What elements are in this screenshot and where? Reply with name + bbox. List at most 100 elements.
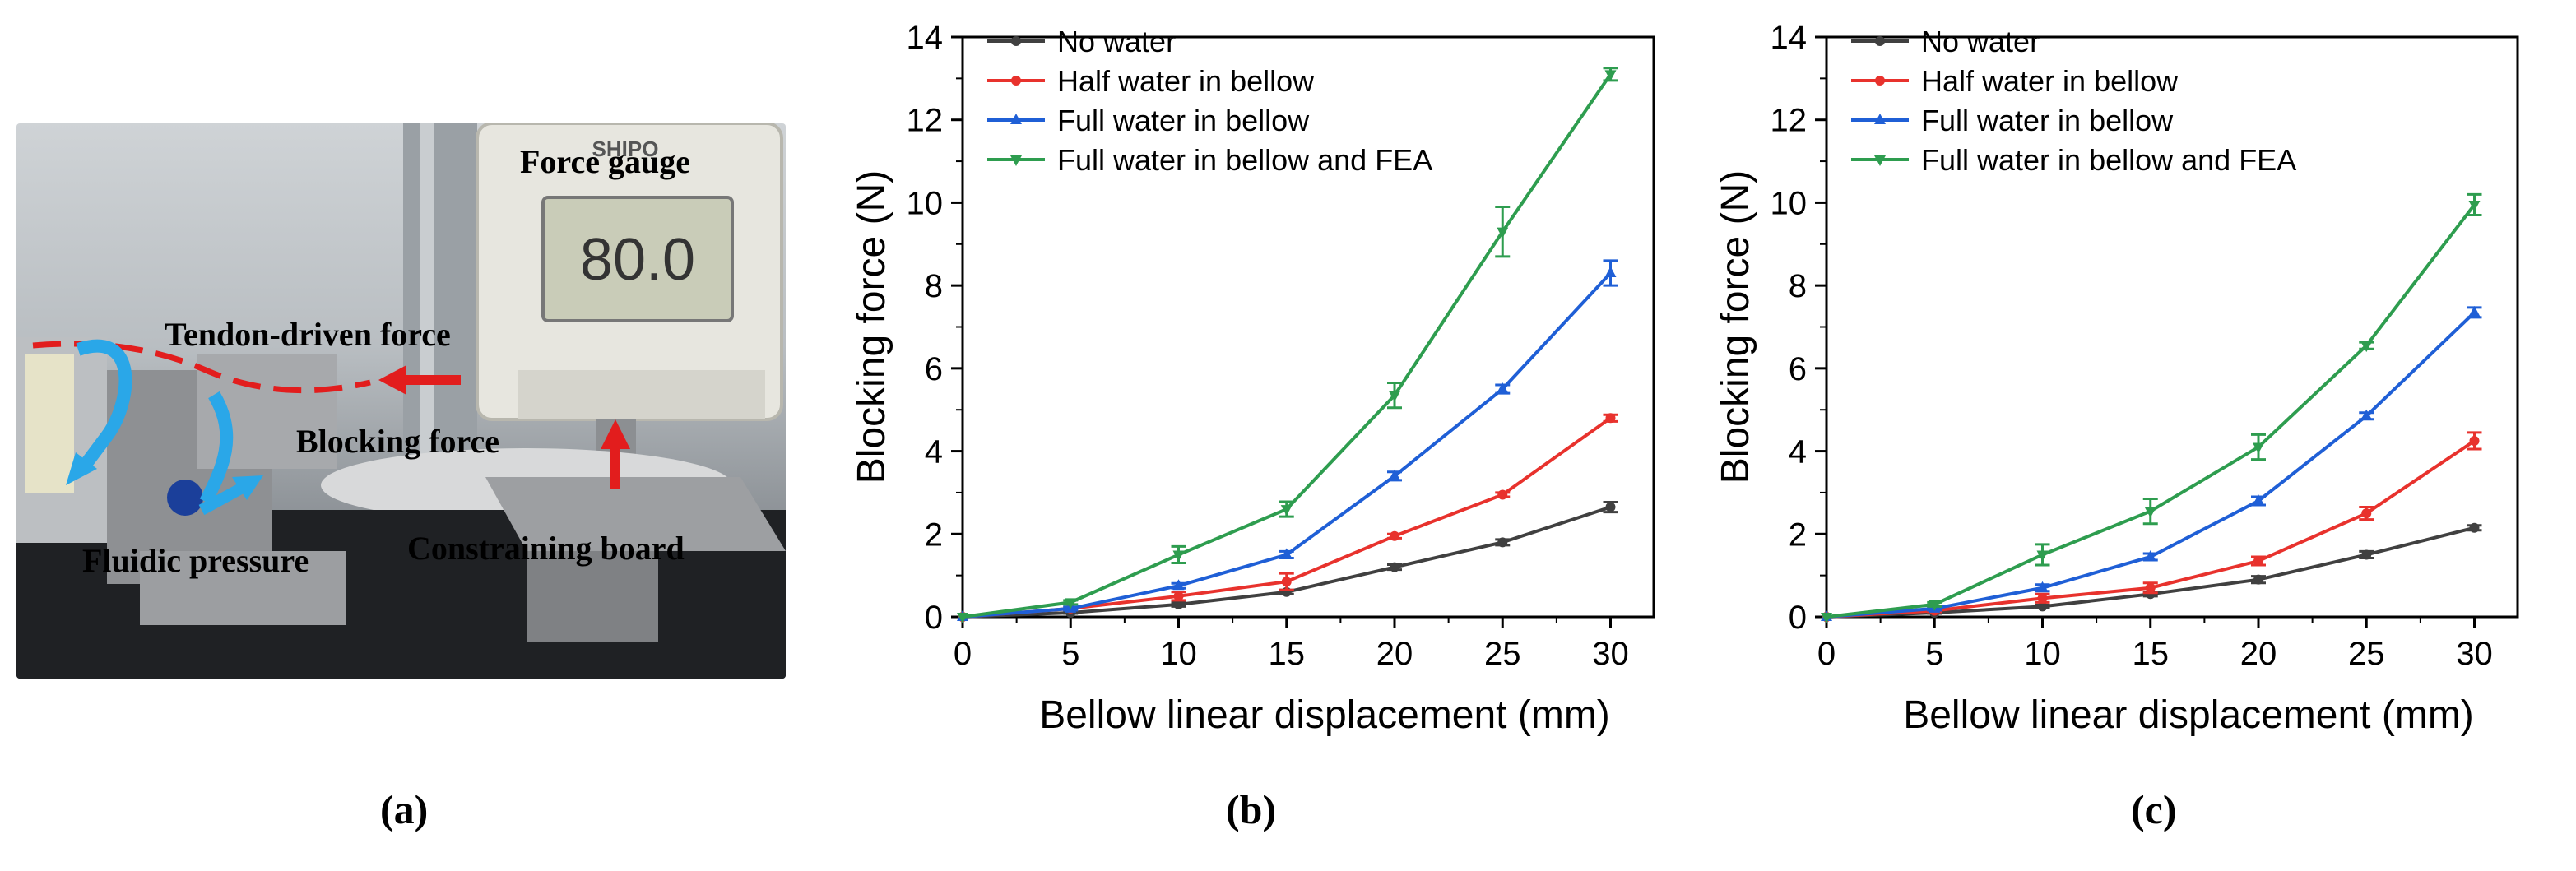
chart-c-legend-label: No water xyxy=(1921,25,2040,58)
chart-c-point xyxy=(2037,601,2048,612)
chart-b-y-tick-label: 12 xyxy=(907,103,944,139)
label-tendon-driven-force: Tendon-driven force xyxy=(165,316,451,353)
chart-b-x-axis-label: Bellow linear displacement (mm) xyxy=(1039,693,1610,737)
chart-c-y-tick-label: 14 xyxy=(1771,20,1808,56)
blocking-arrow-head xyxy=(601,419,630,449)
chart-b-x-tick-label: 15 xyxy=(1269,636,1306,672)
chart-c-legend-marker xyxy=(1875,36,1885,46)
ruler xyxy=(25,354,74,493)
chart-c-point xyxy=(2468,305,2481,317)
board-support xyxy=(527,551,658,642)
chart-c-series-line xyxy=(1826,311,2476,619)
fluid-arrow-right xyxy=(198,480,250,516)
chart-b-point xyxy=(1605,413,1616,424)
tendon-arrow-head xyxy=(378,365,406,395)
chart-c-point xyxy=(2469,435,2480,446)
chart-b-point xyxy=(1389,469,1400,480)
chart-c-point xyxy=(2144,507,2156,518)
chart-b-point xyxy=(957,613,968,623)
chart-c-point xyxy=(2361,508,2372,519)
chart-b-point xyxy=(1604,70,1617,81)
gauge-base xyxy=(518,370,765,419)
chart-b-x-tick-label: 0 xyxy=(954,636,972,672)
chart-c-y-tick-label: 2 xyxy=(1789,517,1807,553)
chart-c-legend-marker xyxy=(1874,155,1886,166)
chart-b-point xyxy=(1605,502,1616,512)
chart-c-point xyxy=(2360,409,2373,420)
chart-c-x-tick-label: 10 xyxy=(2024,636,2061,672)
chart-c-legend-marker xyxy=(1874,114,1886,124)
chart-b-point xyxy=(1065,598,1077,609)
chart-b-y-tick-label: 2 xyxy=(925,517,943,553)
chart-b-point xyxy=(1173,591,1184,601)
chart-c-series-3 xyxy=(1821,192,2482,623)
chart-c-point xyxy=(1929,600,1941,611)
label-constraining-board: Constraining board xyxy=(407,530,685,567)
chart-b-legend-label: Full water in bellow xyxy=(1057,104,1310,137)
caption-b: (b) xyxy=(1226,786,1277,832)
chart-c: 0 2 4 6 8 10 12 14 0 5 10 15 20 25 30 Bellow linear dis… xyxy=(1714,20,2519,737)
caption-c: (c) xyxy=(2131,786,2177,832)
chart-c-series-2 xyxy=(1821,305,2482,621)
fluid-arrow-right-head xyxy=(232,475,263,500)
chart-b-point xyxy=(1280,505,1293,517)
chart-b-point xyxy=(1390,530,1399,541)
chart-b-series-3 xyxy=(957,67,1618,623)
chart-b-legend-marker xyxy=(1010,114,1022,124)
experiment-photo: SHIPO 80.0 Force gauge Tendo xyxy=(16,123,786,679)
bellow-base xyxy=(140,551,346,625)
chart-c-series-1 xyxy=(1822,431,2482,622)
chart-c-x-tick-label: 25 xyxy=(2348,636,2385,672)
chart-b-point xyxy=(1497,227,1509,239)
chart-b-point xyxy=(1497,382,1509,394)
chart-b-y-tick-label: 10 xyxy=(907,185,944,221)
chart-b-y-tick-label: 14 xyxy=(907,20,944,56)
chart-b-y-axis-label: Blocking force (N) xyxy=(850,170,893,484)
chart-c-y-tick-label: 0 xyxy=(1789,600,1807,636)
chart-b-x-tick-label: 25 xyxy=(1484,636,1521,672)
chart-b-legend-label: Full water in bellow and FEA xyxy=(1057,143,1432,177)
chart-b-point xyxy=(1281,577,1292,587)
chart-b-point xyxy=(1172,579,1185,591)
chart-c-point xyxy=(2253,574,2263,585)
chart-c-y-tick-label: 10 xyxy=(1771,185,1808,221)
label-fluidic-pressure: Fluidic pressure xyxy=(82,542,309,579)
chart-c-point xyxy=(2037,593,2048,604)
chart-c-point xyxy=(2145,582,2156,593)
gauge-display xyxy=(541,196,734,322)
chart-b-y-tick-label: 4 xyxy=(925,434,943,470)
chart-c-x-tick-label: 30 xyxy=(2456,636,2493,672)
chart-c-point xyxy=(2469,522,2480,533)
chart-b-series-2 xyxy=(957,259,1618,621)
chart-c-legend-label: Full water in bellow and FEA xyxy=(1921,143,2296,177)
chart-b-point xyxy=(1172,550,1185,562)
chart-b-point xyxy=(1390,562,1399,572)
chart-b-y-tick-label: 0 xyxy=(925,600,943,636)
gauge-reading: 80.0 xyxy=(580,227,695,293)
chart-c-x-tick-label: 20 xyxy=(2240,636,2277,672)
chart-b-x-tick-label: 20 xyxy=(1376,636,1413,672)
chart-b-y-tick-label: 8 xyxy=(925,268,943,304)
chart-b-legend-marker xyxy=(1011,36,1021,46)
fluid-arrow-mid xyxy=(199,391,234,505)
chart-b-legend-marker xyxy=(1010,155,1022,166)
chart-b-series-line xyxy=(962,271,1612,619)
chart-c-y-axis-label: Blocking force (N) xyxy=(1714,170,1757,484)
chart-c-point xyxy=(2036,550,2049,562)
chart-c-point xyxy=(2468,200,2481,211)
caption-a: (a) xyxy=(380,786,429,832)
chart-c-point xyxy=(2253,442,2264,454)
chart-c-x-tick-label: 5 xyxy=(1925,636,1943,672)
photo-illustration: SHIPO 80.0 Force gauge Tendo xyxy=(16,123,786,679)
fluid-connector xyxy=(167,480,203,516)
chart-b-point xyxy=(1173,599,1184,609)
chart-c-point xyxy=(2253,556,2263,567)
chart-b-legend-marker xyxy=(1011,76,1021,86)
chart-c-point xyxy=(2036,581,2049,592)
stand-rail xyxy=(420,123,434,518)
chart-c-legend-marker xyxy=(1875,76,1885,86)
chart-c-x-tick-label: 0 xyxy=(1817,636,1836,672)
chart-b-x-tick-label: 30 xyxy=(1592,636,1629,672)
chart-c-series-line xyxy=(1826,526,2475,619)
chart-c-point xyxy=(2360,341,2373,353)
